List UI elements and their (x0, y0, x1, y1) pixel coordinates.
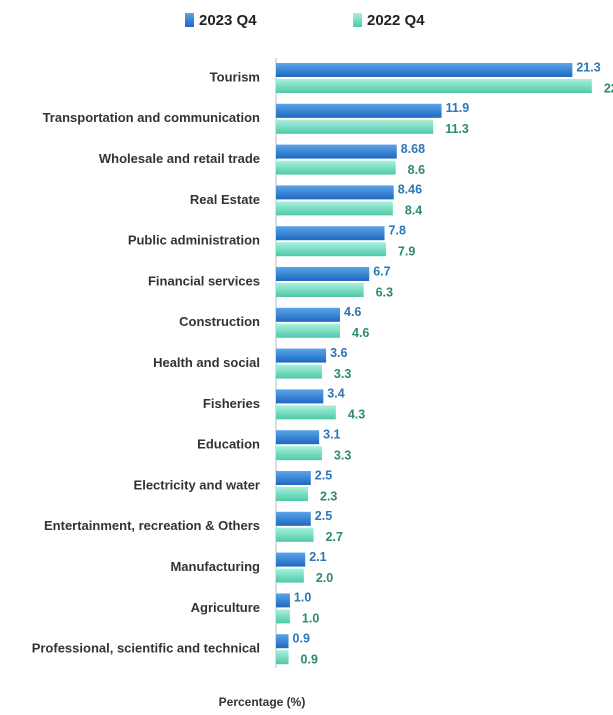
category-label: Tourism (210, 69, 260, 84)
value-label: 4.6 (352, 326, 369, 340)
bar (276, 405, 336, 420)
value-label: 3.3 (334, 367, 351, 381)
value-label: 2.3 (320, 489, 337, 503)
bar (276, 609, 290, 624)
bar (276, 471, 311, 485)
value-label: 1.0 (302, 612, 319, 626)
bar (276, 552, 306, 567)
bar (276, 283, 364, 297)
value-label: 11.9 (446, 101, 470, 115)
bar (276, 650, 289, 665)
category-label: Entertainment, recreation & Others (44, 518, 260, 533)
value-label: 2.7 (326, 530, 343, 544)
category-label: Real Estate (190, 192, 260, 207)
bar (276, 348, 327, 363)
category-label: Wholesale and retail trade (99, 151, 260, 166)
value-label: 3.3 (334, 448, 351, 462)
bar (276, 79, 592, 93)
value-label: 0.9 (293, 631, 310, 645)
value-label: 4.3 (348, 408, 365, 422)
legend-swatch (353, 13, 362, 27)
category-label: Electricity and water (134, 477, 260, 492)
value-label: 0.9 (301, 652, 318, 666)
bar (276, 63, 573, 77)
value-label: 2.5 (315, 468, 332, 482)
value-label: 8.4 (405, 204, 422, 218)
value-label: 1.0 (294, 591, 311, 605)
category-label: Professional, scientific and technical (32, 641, 260, 656)
value-label: 6.3 (376, 285, 393, 299)
bar (276, 226, 385, 241)
value-label: 4.6 (344, 305, 361, 319)
legend-swatch (185, 13, 194, 27)
value-label: 21.3 (576, 60, 600, 74)
value-label: 3.1 (323, 427, 340, 441)
bar (276, 103, 442, 118)
bar (276, 487, 308, 501)
bar (276, 323, 340, 338)
category-label: Education (197, 437, 260, 452)
category-label: Fisheries (203, 396, 260, 411)
x-axis-label: Percentage (%) (219, 695, 306, 709)
bar (276, 242, 386, 257)
category-label: Agriculture (191, 600, 260, 615)
bar (276, 307, 340, 322)
category-label: Health and social (153, 355, 260, 370)
bar (276, 430, 320, 445)
bar (276, 185, 394, 200)
bar (276, 160, 396, 175)
value-label: 3.6 (330, 346, 347, 360)
legend-label: 2022 Q4 (367, 12, 425, 29)
value-label: 6.7 (373, 264, 390, 278)
category-label: Manufacturing (170, 559, 260, 574)
bar (276, 511, 311, 526)
bar (276, 568, 304, 583)
value-label: 2.0 (316, 571, 333, 585)
category-label: Transportation and communication (43, 110, 260, 125)
category-label: Construction (179, 314, 260, 329)
value-label: 11.3 (445, 122, 469, 136)
bar (276, 389, 324, 404)
value-label: 3.4 (327, 387, 344, 401)
category-label: Public administration (128, 233, 260, 248)
value-label: 22.7 (604, 81, 613, 95)
bar (276, 446, 322, 461)
bar (276, 201, 393, 216)
bar (276, 267, 370, 281)
bar (276, 634, 289, 649)
value-label: 8.6 (408, 163, 425, 177)
value-label: 8.46 (398, 183, 422, 197)
value-label: 7.8 (389, 223, 406, 237)
value-label: 7.9 (398, 244, 415, 258)
value-label: 8.68 (401, 142, 425, 156)
value-label: 2.1 (309, 550, 326, 564)
bar (276, 119, 434, 134)
bar (276, 527, 314, 542)
value-label: 2.5 (315, 509, 332, 523)
bar (276, 593, 290, 608)
legend-label: 2023 Q4 (199, 12, 257, 29)
bar (276, 364, 322, 379)
category-label: Financial services (148, 273, 260, 288)
bar (276, 144, 397, 159)
